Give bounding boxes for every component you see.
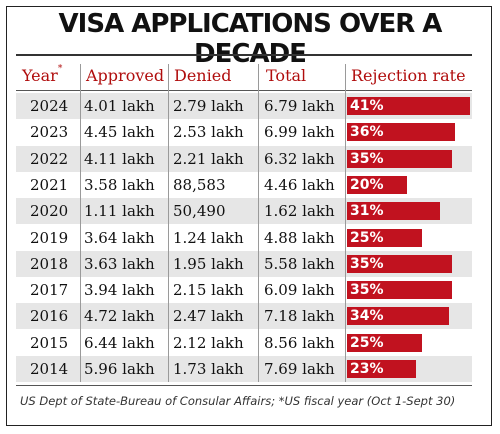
table-row: 2019 3.64 lakh 1.24 lakh 4.88 lakh 25% [16, 225, 472, 251]
rejection-rate-label: 41% [350, 98, 384, 114]
rejection-rate-bar: 35% [347, 149, 452, 168]
cell-total: 7.18 lakh [264, 307, 335, 326]
cell-denied: 2.21 lakh [173, 149, 244, 168]
cell-denied: 1.73 lakh [173, 360, 244, 378]
table-row: 2020 1.11 lakh 50,490 1.62 lakh 31% [16, 198, 472, 225]
cell-year: 2020 [30, 202, 69, 221]
cell-approved: 4.11 lakh [84, 149, 155, 168]
table-row: 2018 3.63 lakh 1.95 lakh 5.58 lakh 35% [16, 250, 472, 277]
table-row: 2024 4.01 lakh 2.79 lakh 6.79 lakh 41% [16, 93, 472, 119]
table-row: 2015 6.44 lakh 2.12 lakh 8.56 lakh 25% [16, 330, 472, 356]
cell-year: 2021 [30, 175, 69, 194]
chart-title: VISA APPLICATIONS OVER A DECADE [58, 9, 443, 69]
cell-year: 2015 [30, 333, 69, 352]
cell-total: 4.46 lakh [264, 175, 335, 194]
cell-total: 6.32 lakh [264, 149, 335, 168]
cell-approved: 4.45 lakh [84, 123, 155, 142]
cell-denied: 2.12 lakh [173, 333, 244, 352]
cell-approved: 3.58 lakh [84, 175, 155, 194]
rejection-rate-bar: 41% [347, 97, 470, 115]
cell-denied: 50,490 [173, 202, 226, 221]
cell-denied: 1.24 lakh [173, 228, 244, 247]
rejection-rate-label: 23% [350, 361, 384, 377]
col-header-denied: Denied [174, 66, 232, 85]
cell-approved: 4.01 lakh [84, 97, 155, 115]
cell-denied: 2.15 lakh [173, 281, 244, 300]
rejection-rate-label: 25% [350, 229, 384, 246]
cell-total: 6.09 lakh [264, 281, 335, 300]
cell-denied: 88,583 [173, 175, 226, 194]
rejection-rate-label: 35% [350, 255, 384, 272]
cell-approved: 1.11 lakh [84, 202, 155, 221]
col-header-rejection-rate: Rejection rate [351, 66, 466, 85]
rejection-rate-bar: 23% [347, 360, 416, 378]
cell-total: 4.88 lakh [264, 228, 335, 247]
cell-total: 5.58 lakh [264, 254, 335, 273]
rejection-rate-bar: 31% [347, 202, 440, 221]
rejection-rate-bar: 36% [347, 123, 455, 142]
rejection-rate-bar: 34% [347, 307, 449, 326]
rejection-rate-label: 31% [350, 203, 384, 220]
rejection-rate-label: 34% [350, 308, 384, 325]
cell-approved: 3.64 lakh [84, 228, 155, 247]
rejection-rate-label: 35% [350, 150, 384, 167]
source-note: US Dept of State-Bureau of Consular Affa… [20, 394, 456, 408]
title-rule [16, 54, 472, 56]
col-header-approved: Approved [86, 66, 165, 85]
cell-year: 2019 [30, 228, 69, 247]
table-row: 2017 3.94 lakh 2.15 lakh 6.09 lakh 35% [16, 277, 472, 303]
column-divider [80, 64, 81, 382]
table-row: 2023 4.45 lakh 2.53 lakh 6.99 lakh 36% [16, 119, 472, 145]
table-row: 2022 4.11 lakh 2.21 lakh 6.32 lakh 35% [16, 145, 472, 172]
footnote-mark: * [57, 64, 63, 74]
cell-total: 6.99 lakh [264, 123, 335, 142]
col-header-total: Total [266, 66, 307, 85]
table-row: 2021 3.58 lakh 88,583 4.46 lakh 20% [16, 172, 472, 198]
column-divider [258, 64, 259, 382]
cell-year: 2024 [30, 97, 69, 115]
rejection-rate-bar: 25% [347, 333, 422, 352]
rejection-rate-bar: 35% [347, 281, 452, 300]
table-row: 2014 5.96 lakh 1.73 lakh 7.69 lakh 23% [16, 356, 472, 382]
cell-year: 2018 [30, 254, 69, 273]
rejection-rate-label: 20% [350, 176, 384, 193]
cell-denied: 1.95 lakh [173, 254, 244, 273]
table-row: 2016 4.72 lakh 2.47 lakh 7.18 lakh 34% [16, 303, 472, 330]
cell-denied: 2.47 lakh [173, 307, 244, 326]
cell-year: 2023 [30, 123, 69, 142]
cell-year: 2022 [30, 149, 69, 168]
cell-approved: 6.44 lakh [84, 333, 155, 352]
cell-total: 1.62 lakh [264, 202, 335, 221]
rejection-rate-label: 25% [350, 334, 384, 351]
rejection-rate-bar: 35% [347, 254, 452, 273]
col-header-year: Year* [22, 64, 63, 85]
column-divider [168, 64, 169, 382]
cell-denied: 2.79 lakh [173, 97, 244, 115]
cell-total: 8.56 lakh [264, 333, 335, 352]
rejection-rate-label: 35% [350, 282, 384, 299]
column-divider [345, 64, 346, 382]
footer-rule [16, 385, 472, 386]
cell-total: 7.69 lakh [264, 360, 335, 378]
cell-year: 2016 [30, 307, 69, 326]
cell-approved: 3.94 lakh [84, 281, 155, 300]
cell-denied: 2.53 lakh [173, 123, 244, 142]
rejection-rate-bar: 25% [347, 228, 422, 247]
cell-year: 2014 [30, 360, 69, 378]
cell-year: 2017 [30, 281, 69, 300]
cell-total: 6.79 lakh [264, 97, 335, 115]
cell-approved: 4.72 lakh [84, 307, 155, 326]
rejection-rate-label: 36% [350, 124, 384, 141]
cell-approved: 3.63 lakh [84, 254, 155, 273]
cell-approved: 5.96 lakh [84, 360, 155, 378]
header-rule [16, 90, 472, 91]
rejection-rate-bar: 20% [347, 175, 407, 194]
